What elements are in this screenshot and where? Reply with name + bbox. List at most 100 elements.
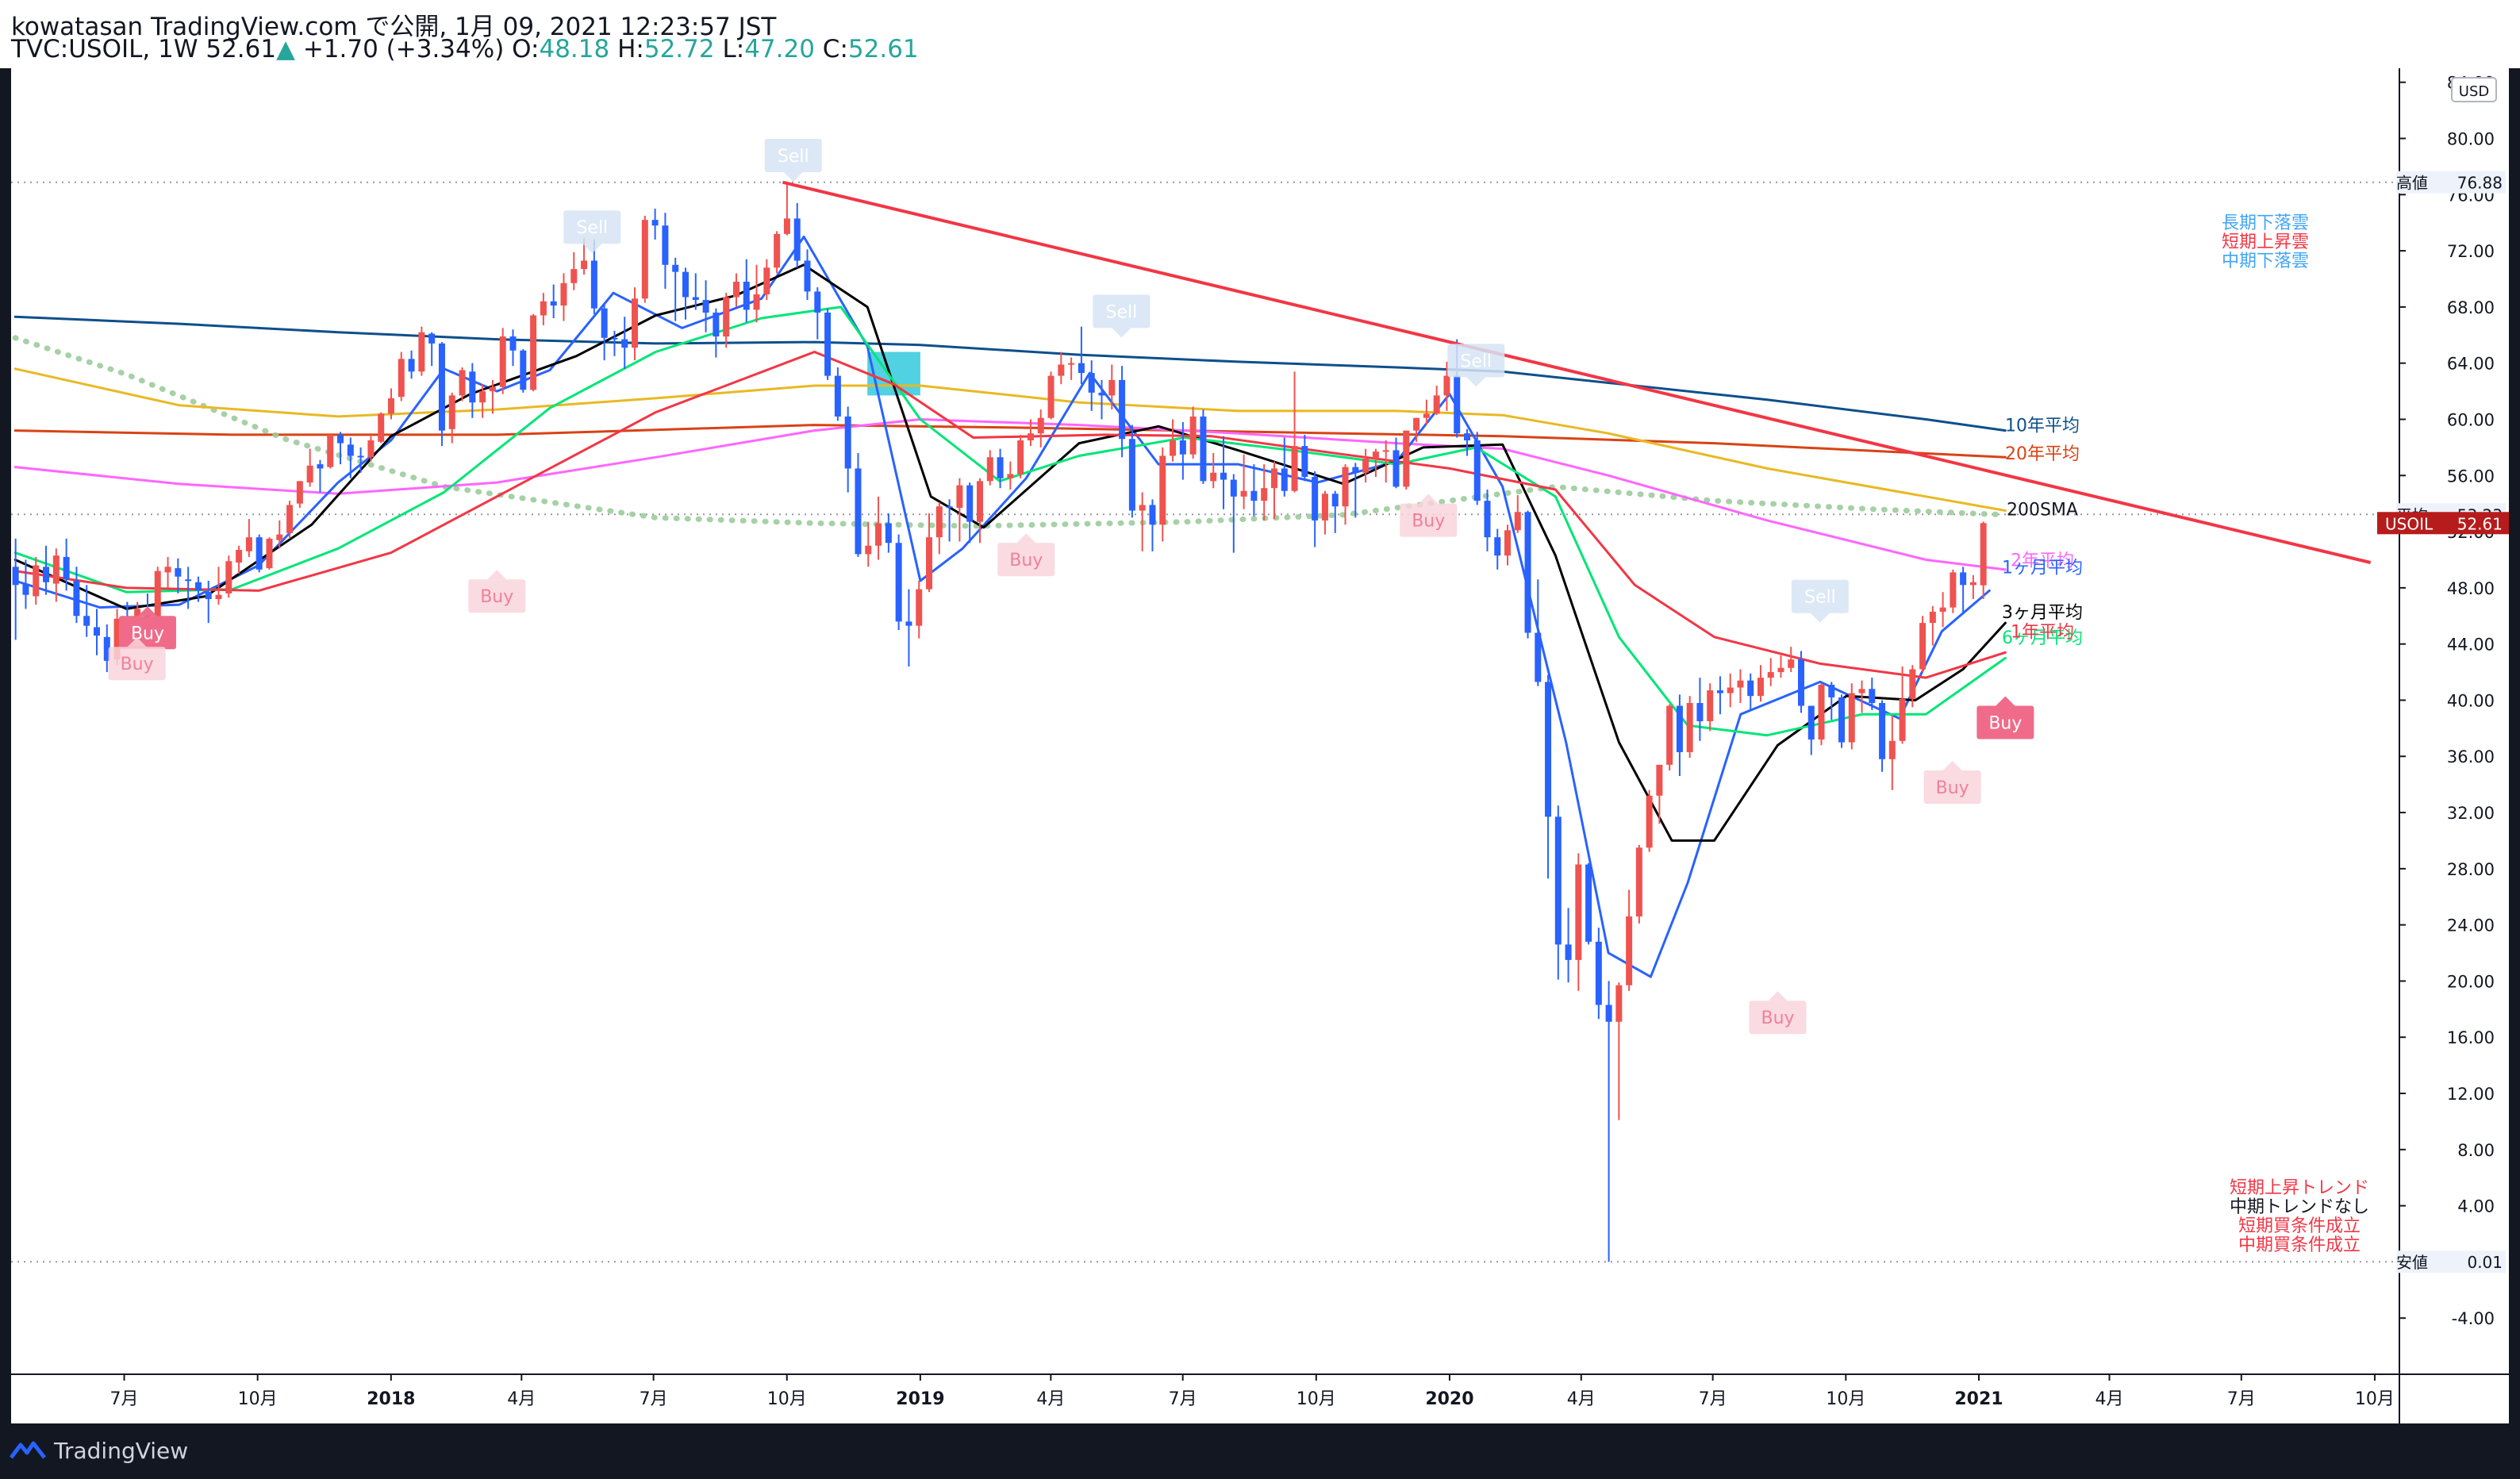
candle-body: [337, 434, 344, 444]
candle-body: [926, 537, 933, 590]
candle-body: [317, 464, 324, 469]
publisher-text: kowatasan TradingView.com で公開, 1月 09, 20…: [11, 13, 777, 41]
candle-body: [266, 538, 273, 569]
price-tick-label: 68.00: [2447, 298, 2495, 317]
candle-body: [245, 537, 252, 551]
candle-body: [1605, 1005, 1612, 1022]
candle-body: [276, 534, 283, 540]
candle-body: [489, 386, 496, 392]
candle-body: [1128, 439, 1135, 511]
signal-label: Sell: [778, 147, 809, 167]
candle-body: [225, 561, 232, 594]
price-label-name: USOIL: [2385, 514, 2434, 533]
candle-body: [33, 565, 40, 597]
candle-body: [469, 371, 476, 403]
price-tick-label: -4.00: [2452, 1309, 2495, 1328]
legend-status-2: 短期買条件成立: [2238, 1216, 2361, 1236]
time-axis: 7月 10月 2018 4月 7月 10月 2019 4月 7月 10月 2020 4月 7月 10月 20…: [110, 1374, 2395, 1409]
candle-body: [997, 457, 1004, 478]
candle-body: [1838, 697, 1846, 743]
price-tick-label: 12.00: [2447, 1085, 2495, 1104]
candle-body: [1666, 705, 1673, 765]
candle-body: [1646, 795, 1653, 848]
signal-buy: Buy: [1749, 991, 1807, 1035]
legend-cloud-0: 長期下落雲: [2222, 213, 2309, 233]
chart-area[interactable]: Sell Sell Sell Sell Sell Buy Buy Buy Buy Buy Buy Bu…: [11, 68, 2509, 1446]
low-label: L:: [722, 35, 745, 63]
candle-body: [702, 300, 709, 313]
candle-body: [448, 395, 455, 429]
candle-body: [22, 583, 29, 595]
candle-body: [804, 260, 811, 292]
candle-body: [601, 308, 608, 338]
plot-background: [11, 68, 2509, 1423]
candle-body: [774, 233, 781, 268]
candle-body: [1656, 764, 1663, 796]
candle-body: [672, 264, 679, 272]
candle-body: [1737, 680, 1744, 688]
candle-body: [1575, 864, 1582, 960]
ma-label-4: 2年平均: [2011, 551, 2074, 570]
candle-body: [1716, 690, 1723, 693]
signal-arrow: [1768, 991, 1788, 1001]
signal-label: Sell: [576, 218, 608, 238]
candle-body: [1858, 689, 1865, 693]
candle-body: [1179, 440, 1186, 455]
candle-body: [1098, 392, 1105, 396]
candle-body: [1058, 364, 1065, 376]
candle-body: [459, 370, 466, 396]
candle-body: [885, 523, 892, 544]
candle-body: [103, 636, 110, 661]
candle-body: [1443, 375, 1450, 396]
price-label-name: 高値: [2396, 174, 2428, 193]
close-label: C:: [822, 35, 848, 63]
candle-body: [499, 336, 506, 387]
candle-body: [438, 343, 445, 431]
price-label-0: 高値 76.88: [2396, 171, 2506, 194]
candle-body: [1635, 847, 1642, 917]
candle-body: [1301, 446, 1308, 478]
candle-body: [1170, 440, 1177, 456]
candle-body: [1615, 985, 1623, 1022]
tradingview-brand: TradingView: [54, 1437, 189, 1464]
low-value: 47.20: [744, 35, 815, 63]
candle-body: [1707, 690, 1714, 721]
candle-body: [895, 543, 902, 622]
candle-body: [1088, 373, 1095, 393]
candle-body: [327, 434, 334, 467]
price-tick-label: 36.00: [2447, 747, 2495, 766]
high-value: 52.72: [643, 35, 715, 63]
signal-label: Sell: [1804, 588, 1836, 608]
candle-body: [1068, 363, 1075, 365]
signal-label: Sell: [1460, 352, 1492, 371]
candle-body: [530, 315, 537, 390]
ma-line-5: [13, 235, 1991, 978]
ma-label-8: 1年平均: [2011, 623, 2074, 643]
candle-body: [1767, 672, 1774, 678]
tradingview-logo-icon: [10, 1441, 46, 1459]
symbol-text[interactable]: TVC:USOIL, 1W: [11, 35, 198, 63]
signal-sell: Sell: [1447, 344, 1505, 387]
signal-box: [1791, 579, 1849, 613]
candle-body: [611, 337, 618, 340]
tradingview-logo[interactable]: TradingView: [10, 1436, 188, 1465]
price-label-name: 安値: [2396, 1253, 2428, 1272]
candle-body: [621, 339, 628, 348]
candle-body: [1909, 669, 1916, 699]
time-tick-label: 4月: [2095, 1389, 2123, 1409]
currency-label: USD: [2459, 83, 2489, 100]
candle-body: [1393, 450, 1400, 487]
signal-sell: Sell: [1093, 294, 1151, 338]
signal-sell: Sell: [764, 138, 822, 182]
price-tick-label: 16.00: [2447, 1028, 2495, 1047]
candle-body: [590, 260, 597, 309]
legend-cloud-1: 短期上昇雲: [2222, 232, 2309, 252]
ma-label-5: 1ヶ月平均: [2002, 558, 2083, 578]
candle-body: [550, 301, 557, 306]
candle-body: [632, 298, 639, 348]
price-chart[interactable]: Sell Sell Sell Sell Sell Buy Buy Buy Buy Buy Buy Bu…: [11, 68, 2509, 1423]
candle-body: [1788, 659, 1795, 668]
candle-body: [93, 627, 100, 636]
candle-body: [1240, 490, 1247, 497]
price-label-2: USOIL 52.61: [2377, 512, 2509, 535]
